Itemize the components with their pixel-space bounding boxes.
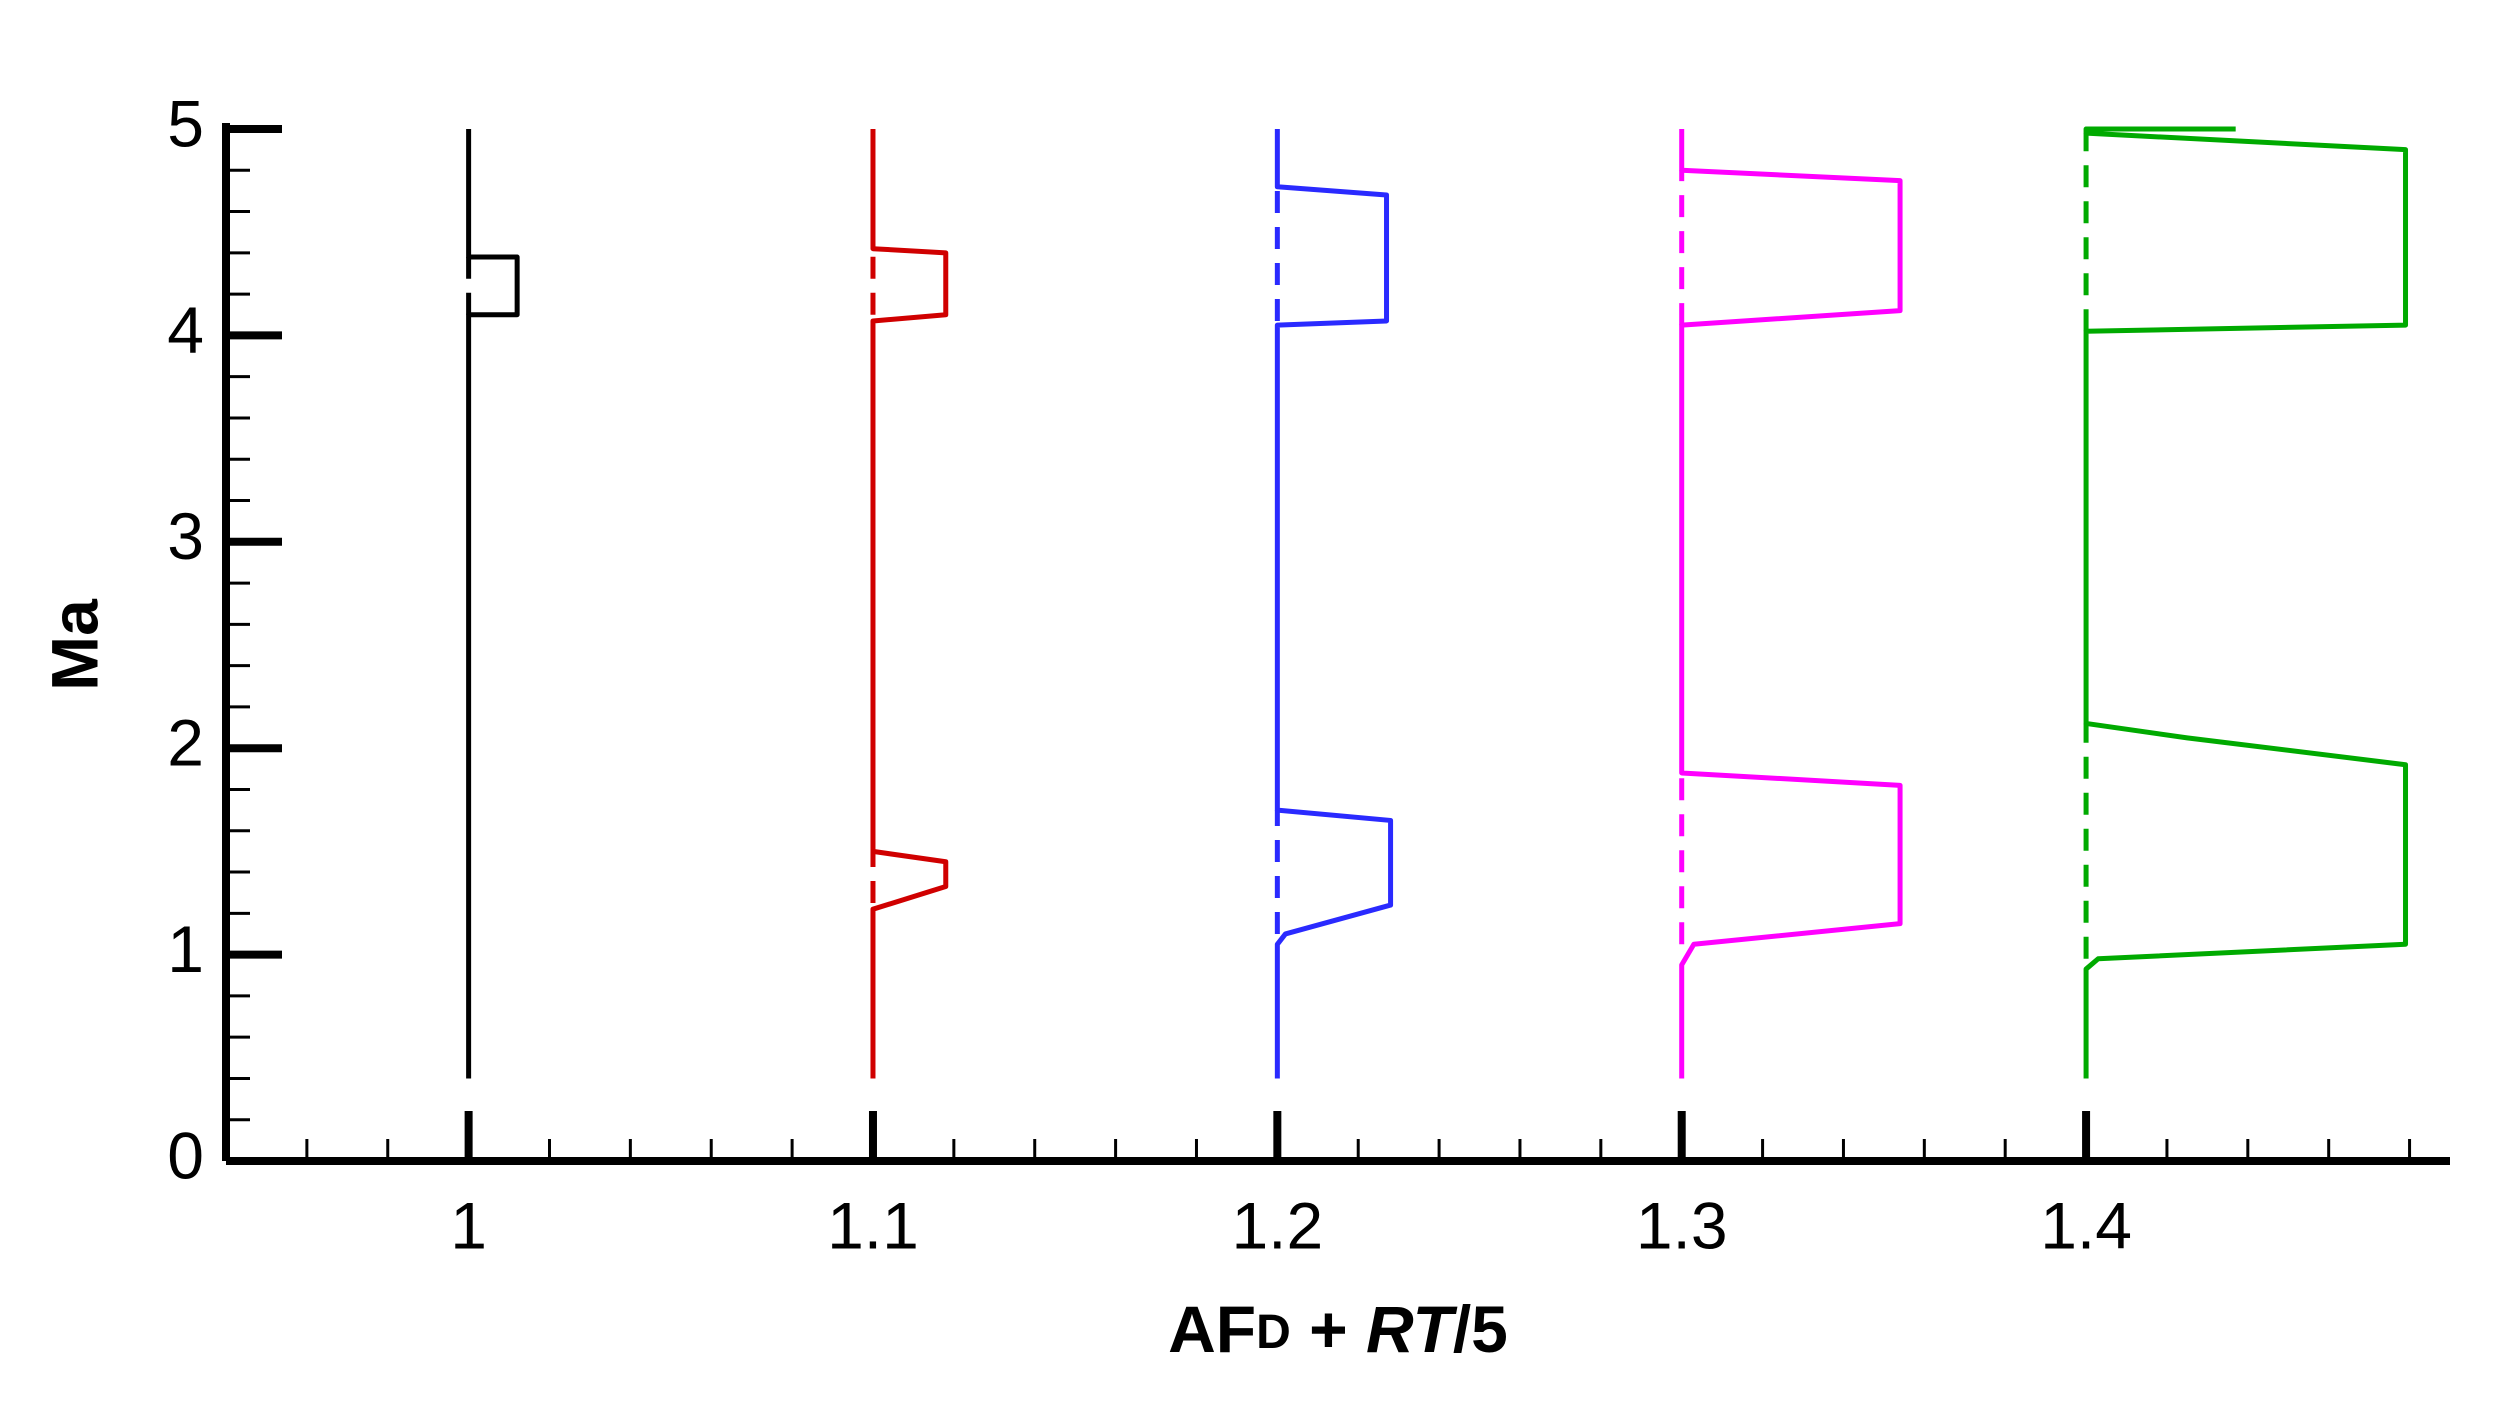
x-label-part: AF bbox=[1168, 1292, 1256, 1366]
y-tick-label: 0 bbox=[167, 1118, 204, 1192]
line bbox=[466, 129, 520, 1079]
line bbox=[1679, 129, 1903, 1079]
line bbox=[2083, 126, 2409, 1079]
x-tick-label: 1.2 bbox=[1231, 1188, 1323, 1262]
x-tick-label: 1.1 bbox=[827, 1188, 919, 1262]
y-tick-label: 2 bbox=[167, 706, 204, 780]
x-label-part: RT bbox=[1366, 1292, 1457, 1366]
y-tick-label: 4 bbox=[167, 293, 204, 367]
line bbox=[870, 129, 949, 1079]
y-tick-label: 1 bbox=[167, 912, 204, 986]
x-label-part: D bbox=[1256, 1306, 1291, 1359]
x-tick-label: 1.4 bbox=[2040, 1188, 2132, 1262]
y-tick-label: 3 bbox=[167, 499, 204, 573]
x-label-part: /5 bbox=[1453, 1292, 1508, 1366]
x-label-part: + bbox=[1291, 1292, 1366, 1366]
x-tick-label: 1.3 bbox=[1636, 1188, 1728, 1262]
y-tick-label: 5 bbox=[167, 86, 204, 160]
x-axis-label: AFD + RT/5 bbox=[1168, 1292, 1508, 1366]
y-axis-label: Ma bbox=[37, 598, 111, 691]
line bbox=[1274, 129, 1394, 1079]
x-tick-label: 1 bbox=[450, 1188, 487, 1262]
